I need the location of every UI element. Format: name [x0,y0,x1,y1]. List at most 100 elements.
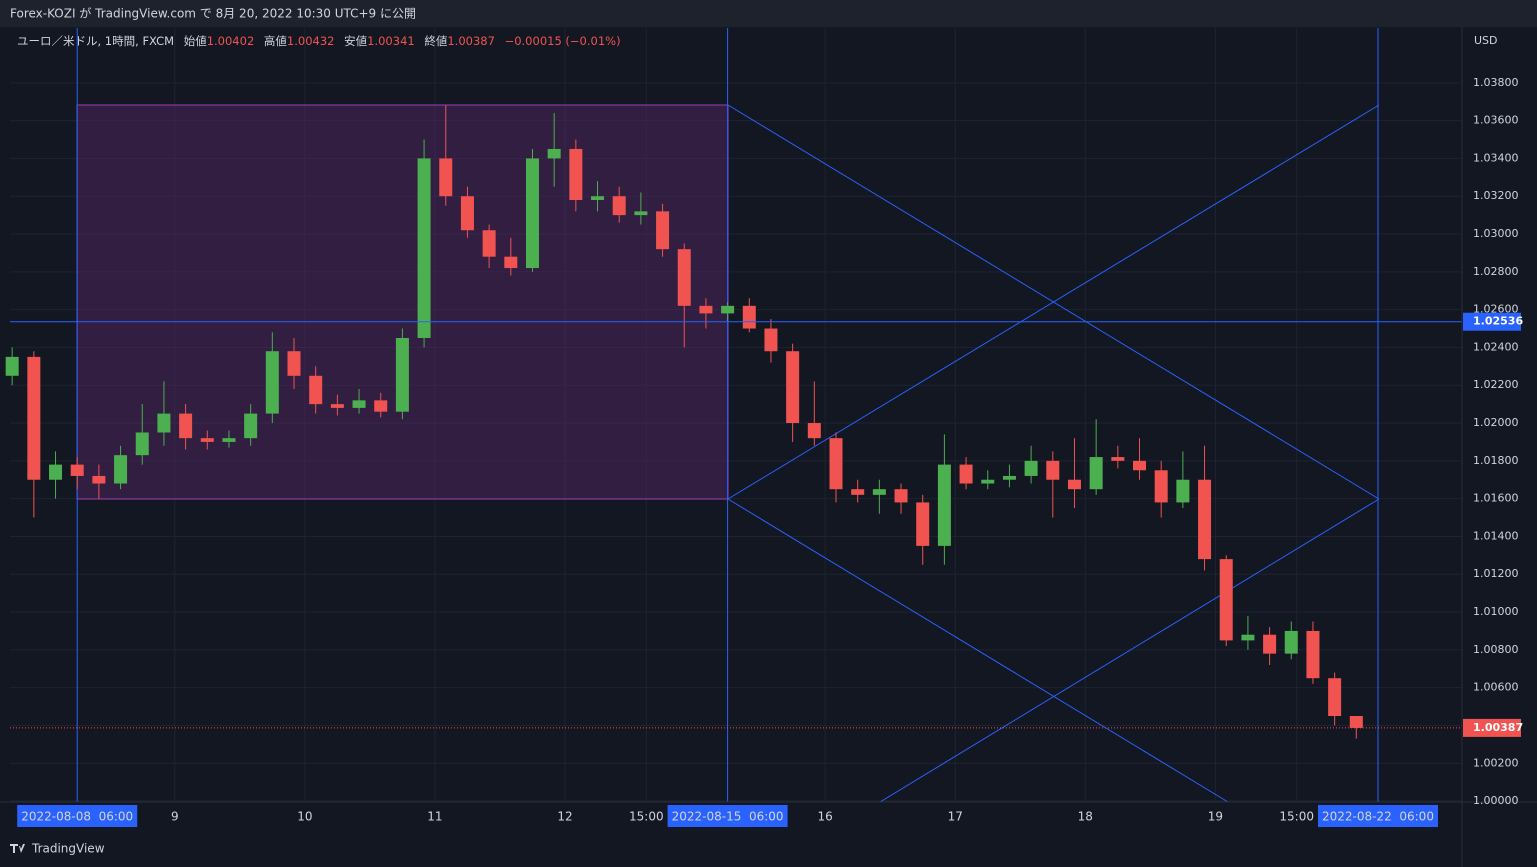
y-tick-label: 1.02400 [1473,340,1519,353]
candle-body [1133,460,1147,471]
candle-body [937,464,951,546]
candle-body [872,489,886,495]
candle-body [1284,630,1298,654]
candle-body [287,351,301,376]
candle-body [1002,475,1016,480]
candle-body [1111,457,1125,461]
y-tick-label: 1.02600 [1473,303,1519,316]
candle-body [1198,479,1212,560]
price-badge-label: 1.02536 [1473,315,1523,328]
y-tick-label: 1.00200 [1473,756,1519,769]
candle-body [482,230,496,257]
candle-body [395,337,409,412]
candle-body [265,351,279,414]
y-tick-label: 1.01000 [1473,605,1519,618]
fan-line [727,498,1229,803]
currency: USD [1474,34,1498,47]
candle-body [374,400,388,412]
y-tick-label: 1.00600 [1473,681,1519,694]
y-tick-label: 1.03000 [1473,227,1519,240]
symbol: ユーロ／米ドル, 1時間, FXCM [17,34,174,48]
candle-body [157,413,171,433]
label: 高値 [264,34,287,48]
candle-body [894,489,908,503]
candle-body [1263,634,1277,654]
candle-body [439,158,453,197]
candle-body [222,438,236,442]
candle-body [916,502,930,546]
x-tick-label: 18 [1078,810,1093,824]
y-tick-label: 1.00800 [1473,643,1519,656]
candle-body [612,196,626,216]
x-tick-label: 16 [818,810,833,824]
y-tick-label: 1.01400 [1473,529,1519,542]
candle-body [634,211,648,216]
x-tick-label: 15:00 [629,810,664,824]
x-tick-highlight [667,805,788,827]
value: 1.00387 [447,34,495,48]
candle-body [114,455,128,484]
candle-body [959,464,973,484]
candle-body [1219,559,1233,641]
change: −0.00015 (−0.01%) [505,34,621,48]
x-tick-label: 9 [171,810,179,824]
candle-body [417,158,431,338]
candle-body [1306,630,1320,679]
candle-body [70,464,84,476]
candle-body [569,148,583,200]
candle-body [764,328,778,352]
y-tick-label: 1.03200 [1473,189,1519,202]
x-tick-label: 12 [557,810,572,824]
candle-body [851,489,865,495]
candle-body [352,400,366,408]
candle-body [330,404,344,408]
legend-text: ユーロ／米ドル, 1時間, FXCM 始値1.00402 高値1.00432 安… [17,34,621,48]
candle-body [309,375,323,405]
candle-body [5,356,19,376]
x-tick-label: 2022-08-08 06:00 [21,810,133,824]
price-badge [1463,718,1521,737]
x-tick-label: 17 [948,810,963,824]
candle-body [200,438,214,442]
candle-body [1067,479,1081,490]
candle-body [1024,460,1038,476]
candle-body [742,305,756,329]
value: 1.00341 [367,34,415,48]
price-badge-label: 1.00387 [1473,721,1523,734]
legend: ユーロ／米ドル, 1時間, FXCM 始値1.00402 高値1.00432 安… [17,34,621,48]
header-text: Forex-KOZI が TradingView.com で 8月 20, 20… [10,6,416,21]
label: 安値 [344,34,367,48]
candle-body [244,413,258,439]
y-tick-label: 1.02800 [1473,265,1519,278]
x-tick-label: 2022-08-15 06:00 [672,810,784,824]
candle-body [135,432,149,456]
header-bar [0,0,1537,27]
y-tick-label: 1.02000 [1473,416,1519,429]
candle-body [807,423,821,439]
x-tick-label: 15:00 [1279,810,1314,824]
candle-body [49,464,63,480]
candle-body [1154,470,1168,503]
candle-body [591,196,605,200]
y-tick-label: 1.01800 [1473,454,1519,467]
fan-line [727,104,1380,500]
candle-body [1328,678,1342,716]
candle-body [721,305,735,314]
y-tick-label: 1.01200 [1473,567,1519,580]
range-box [76,104,729,500]
candle-body [92,475,106,484]
plot [5,28,1462,802]
candle-body [981,479,995,484]
label: 始値 [184,34,207,48]
x-tick-highlight [17,805,138,827]
candle-body [699,305,713,314]
candle-body [656,211,670,250]
candle-body [525,158,539,269]
candle-body [829,438,843,490]
y-tick-label: 1.00000 [1473,794,1519,807]
fan-line [879,498,1380,803]
grid [10,28,1462,802]
value: 1.00402 [207,34,255,48]
